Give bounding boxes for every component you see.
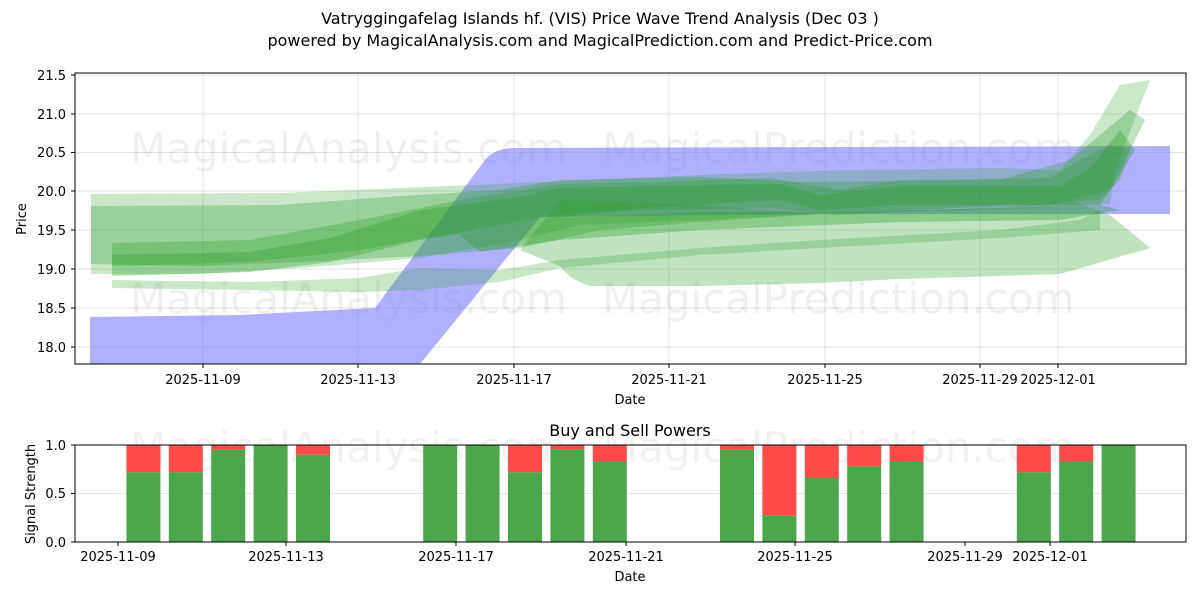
- sell-bar: [508, 445, 542, 473]
- price-x-label: Date: [614, 393, 645, 408]
- sell-bar: [720, 445, 754, 450]
- bar-x-label: Date: [614, 570, 645, 585]
- svg-text:19.5: 19.5: [37, 224, 66, 239]
- buy-bar: [592, 461, 627, 542]
- bar-x-axis: 2025-11-09 2025-11-13 2025-11-17 2025-11…: [80, 542, 1088, 565]
- buy-bar: [847, 466, 882, 542]
- svg-text:21.5: 21.5: [37, 69, 66, 84]
- sell-bar: [550, 445, 585, 450]
- sell-bar: [762, 445, 797, 516]
- svg-text:2025-11-25: 2025-11-25: [757, 550, 833, 565]
- sell-bar: [804, 445, 839, 478]
- watermark-prediction: MagicalPrediction.com: [602, 274, 1075, 323]
- svg-text:21.0: 21.0: [37, 108, 66, 123]
- sell-bar: [1016, 445, 1051, 473]
- sell-bar: [296, 445, 330, 455]
- svg-text:2025-11-17: 2025-11-17: [476, 373, 552, 388]
- green-waves: [91, 80, 1150, 292]
- sell-bar: [126, 445, 161, 473]
- buy-bar: [720, 449, 754, 542]
- svg-text:2025-11-09: 2025-11-09: [80, 550, 156, 565]
- sell-bar: [889, 445, 924, 462]
- svg-text:2025-11-17: 2025-11-17: [418, 550, 494, 565]
- bar-y-axis: 1.0 0.5 0.0: [45, 439, 75, 551]
- sell-bar: [847, 445, 882, 467]
- svg-text:18.5: 18.5: [37, 302, 66, 317]
- svg-text:2025-12-01: 2025-12-01: [1020, 373, 1096, 388]
- buy-bar: [1101, 445, 1136, 542]
- buy-bar: [211, 449, 246, 542]
- svg-text:2025-11-29: 2025-11-29: [927, 550, 1003, 565]
- buy-bar: [550, 449, 585, 542]
- sell-bar: [168, 445, 203, 473]
- price-y-axis: 21.5 21.0 20.5 20.0 19.5 19.0 18.5 18.0: [37, 69, 75, 356]
- svg-text:19.0: 19.0: [37, 263, 66, 278]
- buy-bar: [423, 445, 458, 542]
- svg-text:2025-11-13: 2025-11-13: [248, 550, 324, 565]
- svg-text:2025-11-13: 2025-11-13: [320, 373, 396, 388]
- buy-bar: [508, 472, 542, 542]
- price-wave-chart: MagicalAnalysis.com MagicalPrediction.co…: [15, 69, 1187, 408]
- buy-bar: [889, 461, 924, 542]
- svg-text:2025-11-21: 2025-11-21: [631, 373, 707, 388]
- price-x-axis: 2025-11-09 2025-11-13 2025-11-17 2025-11…: [165, 364, 1096, 388]
- buy-bar: [296, 454, 330, 542]
- buy-bar: [762, 515, 797, 542]
- svg-text:2025-11-21: 2025-11-21: [588, 550, 664, 565]
- svg-text:0.0: 0.0: [45, 536, 66, 551]
- svg-text:2025-11-29: 2025-11-29: [942, 373, 1018, 388]
- buy-bar: [253, 445, 288, 542]
- svg-text:2025-11-25: 2025-11-25: [787, 373, 863, 388]
- svg-text:1.0: 1.0: [45, 439, 66, 454]
- svg-text:20.5: 20.5: [37, 146, 66, 161]
- sell-bar: [592, 445, 627, 462]
- buy-bar: [465, 445, 500, 542]
- svg-text:20.0: 20.0: [37, 185, 66, 200]
- buy-bar: [126, 472, 161, 542]
- svg-text:0.5: 0.5: [45, 487, 66, 502]
- svg-text:18.0: 18.0: [37, 341, 66, 356]
- sell-bar: [1059, 445, 1094, 462]
- buy-bar: [1016, 472, 1051, 542]
- chart-subtitle: powered by MagicalAnalysis.com and Magic…: [267, 31, 933, 50]
- bar-y-label: Signal Strength: [24, 444, 39, 544]
- buy-bar: [168, 472, 203, 542]
- buy-bar: [804, 477, 839, 542]
- signal-bars: [126, 445, 1136, 542]
- svg-text:2025-11-09: 2025-11-09: [165, 373, 241, 388]
- svg-text:2025-12-01: 2025-12-01: [1012, 550, 1088, 565]
- buy-sell-power-chart: Buy and Sell Powers MagicalAnalysis.com …: [24, 421, 1187, 585]
- sell-bar: [211, 445, 246, 450]
- price-plot-frame: [74, 72, 1187, 365]
- buy-bar: [1059, 461, 1094, 542]
- bar-chart-title: Buy and Sell Powers: [549, 421, 711, 440]
- chart-title: Vatryggingafelag Islands hf. (VIS) Price…: [321, 9, 879, 28]
- price-y-label: Price: [15, 203, 30, 235]
- blue-trend-band: [90, 146, 1170, 364]
